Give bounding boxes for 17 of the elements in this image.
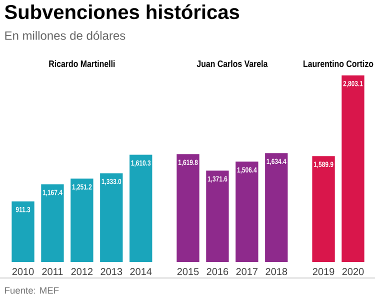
x-tick-label: 2016 xyxy=(206,268,228,276)
x-tick-label: 2013 xyxy=(100,268,122,276)
text: Ricardo Martinelli xyxy=(49,60,115,68)
x-tick-label: 2017 xyxy=(236,268,258,276)
x-tick-label: 2010 xyxy=(12,268,34,276)
x-tick-label: 2011 xyxy=(42,268,63,276)
x-tick-label: 2020 xyxy=(342,268,364,276)
chart-title: Subvenciones históricas xyxy=(4,4,240,20)
text: Juan Carlos Varela xyxy=(196,60,268,68)
text: Laurentino Cortizo xyxy=(304,60,374,68)
x-tick-label: 2012 xyxy=(71,268,93,276)
x-tick-label: 2018 xyxy=(266,268,288,276)
chart-subtitle: En millones de dólares xyxy=(5,30,126,40)
x-tick-label: 2014 xyxy=(130,268,152,276)
source-note: Fuente: MEF xyxy=(5,287,59,294)
x-tick-label: 2019 xyxy=(312,268,334,276)
x-tick-label: 2015 xyxy=(177,268,199,276)
